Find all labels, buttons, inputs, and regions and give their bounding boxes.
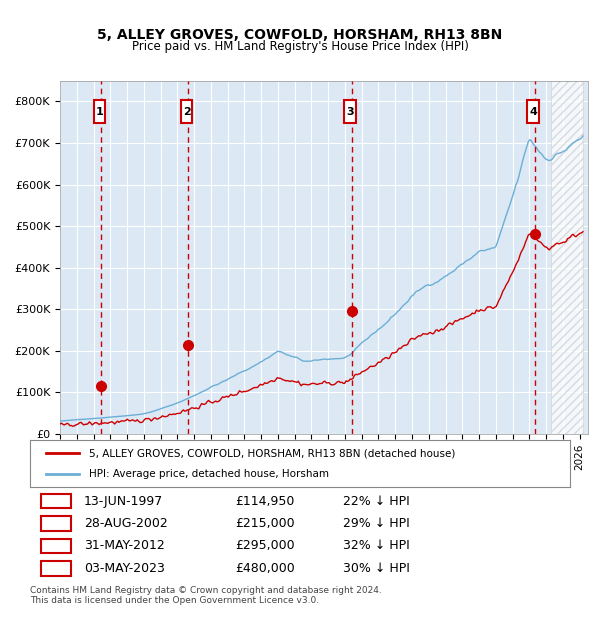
Text: 03-MAY-2023: 03-MAY-2023	[84, 562, 165, 575]
FancyBboxPatch shape	[41, 516, 71, 531]
Text: 5, ALLEY GROVES, COWFOLD, HORSHAM, RH13 8BN: 5, ALLEY GROVES, COWFOLD, HORSHAM, RH13 …	[97, 28, 503, 42]
Text: 1: 1	[51, 495, 60, 508]
FancyBboxPatch shape	[344, 100, 356, 123]
FancyBboxPatch shape	[527, 100, 539, 123]
Text: 29% ↓ HPI: 29% ↓ HPI	[343, 517, 410, 530]
Text: 5, ALLEY GROVES, COWFOLD, HORSHAM, RH13 8BN (detached house): 5, ALLEY GROVES, COWFOLD, HORSHAM, RH13 …	[89, 448, 456, 458]
Text: 4: 4	[51, 562, 60, 575]
Text: 2: 2	[51, 517, 60, 530]
Text: £480,000: £480,000	[235, 562, 295, 575]
Text: 13-JUN-1997: 13-JUN-1997	[84, 495, 163, 508]
FancyBboxPatch shape	[41, 494, 71, 508]
Text: This data is licensed under the Open Government Licence v3.0.: This data is licensed under the Open Gov…	[30, 596, 319, 606]
Text: 30% ↓ HPI: 30% ↓ HPI	[343, 562, 410, 575]
Text: Contains HM Land Registry data © Crown copyright and database right 2024.: Contains HM Land Registry data © Crown c…	[30, 586, 382, 595]
FancyBboxPatch shape	[41, 561, 71, 575]
Text: 3: 3	[346, 107, 354, 117]
Text: £215,000: £215,000	[235, 517, 295, 530]
Text: 3: 3	[52, 539, 60, 552]
FancyBboxPatch shape	[94, 100, 105, 123]
Text: £295,000: £295,000	[235, 539, 295, 552]
Text: 1: 1	[95, 107, 103, 117]
Text: Price paid vs. HM Land Registry's House Price Index (HPI): Price paid vs. HM Land Registry's House …	[131, 40, 469, 53]
Text: 32% ↓ HPI: 32% ↓ HPI	[343, 539, 410, 552]
Text: 31-MAY-2012: 31-MAY-2012	[84, 539, 165, 552]
Text: 4: 4	[529, 107, 537, 117]
Text: 2: 2	[182, 107, 190, 117]
Text: 28-AUG-2002: 28-AUG-2002	[84, 517, 168, 530]
Text: 22% ↓ HPI: 22% ↓ HPI	[343, 495, 410, 508]
FancyBboxPatch shape	[181, 100, 193, 123]
Text: £114,950: £114,950	[235, 495, 295, 508]
Text: HPI: Average price, detached house, Horsham: HPI: Average price, detached house, Hors…	[89, 469, 329, 479]
FancyBboxPatch shape	[41, 539, 71, 553]
